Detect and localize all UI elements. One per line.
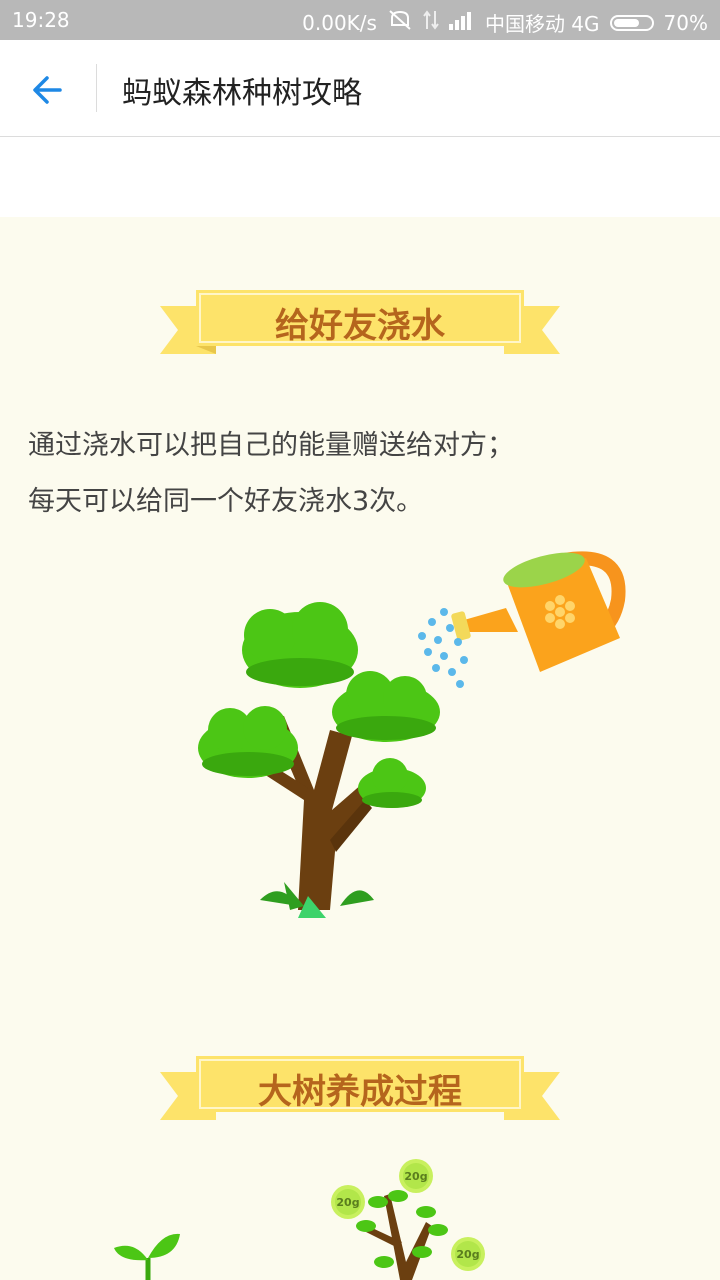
status-time: 19:28 (12, 8, 70, 32)
tree-illustration (198, 602, 440, 918)
status-bar: 19:28 0.00K/s 中国移动 4G 70% (0, 0, 720, 40)
carrier-label: 中国移动 4G (484, 12, 600, 36)
battery-fill (613, 18, 639, 27)
signal-icon (448, 10, 475, 35)
top-spacer (0, 137, 720, 217)
description-line-1: 通过浇水可以把自己的能量赠送给对方； (28, 430, 514, 461)
sprout-illustration (114, 1233, 180, 1280)
water-description: 通过浇水可以把自己的能量赠送给对方； 每天可以给同一个好友浇水3次。 (28, 418, 688, 530)
ribbon-water: 给好友浇水 (160, 290, 560, 360)
header-divider (96, 64, 97, 112)
energy-badge-label: 20g (336, 1196, 359, 1209)
status-right: 0.00K/s 中国移动 4G 70% (302, 8, 708, 37)
energy-badge-label: 20g (456, 1248, 479, 1261)
watering-can-illustration (418, 551, 626, 688)
battery-percent: 70% (663, 10, 708, 35)
description-line-2: 每天可以给同一个好友浇水3次。 (28, 486, 424, 517)
ribbon-grow: 大树养成过程 (160, 1056, 560, 1126)
back-button[interactable] (26, 68, 70, 112)
energy-badge-2[interactable]: 20g (399, 1159, 433, 1193)
header-bar: 蚂蚁森林种树攻略 (0, 40, 720, 137)
energy-badge-label: 20g (404, 1170, 427, 1183)
energy-badge-3[interactable]: 20g (451, 1237, 485, 1271)
network-speed: 0.00K/s (302, 10, 377, 35)
sapling-illustration: 20g 20g 20g (331, 1159, 485, 1280)
section-heading-grow: 大树养成过程 (258, 1072, 462, 1112)
battery-icon (609, 14, 654, 31)
arrow-left-icon (33, 76, 62, 104)
mute-icon (387, 9, 413, 36)
data-transfer-icon (423, 9, 439, 36)
energy-badge-1[interactable]: 20g (331, 1185, 365, 1219)
section-heading-water: 给好友浇水 (275, 306, 445, 346)
page-title: 蚂蚁森林种树攻略 (122, 76, 362, 111)
